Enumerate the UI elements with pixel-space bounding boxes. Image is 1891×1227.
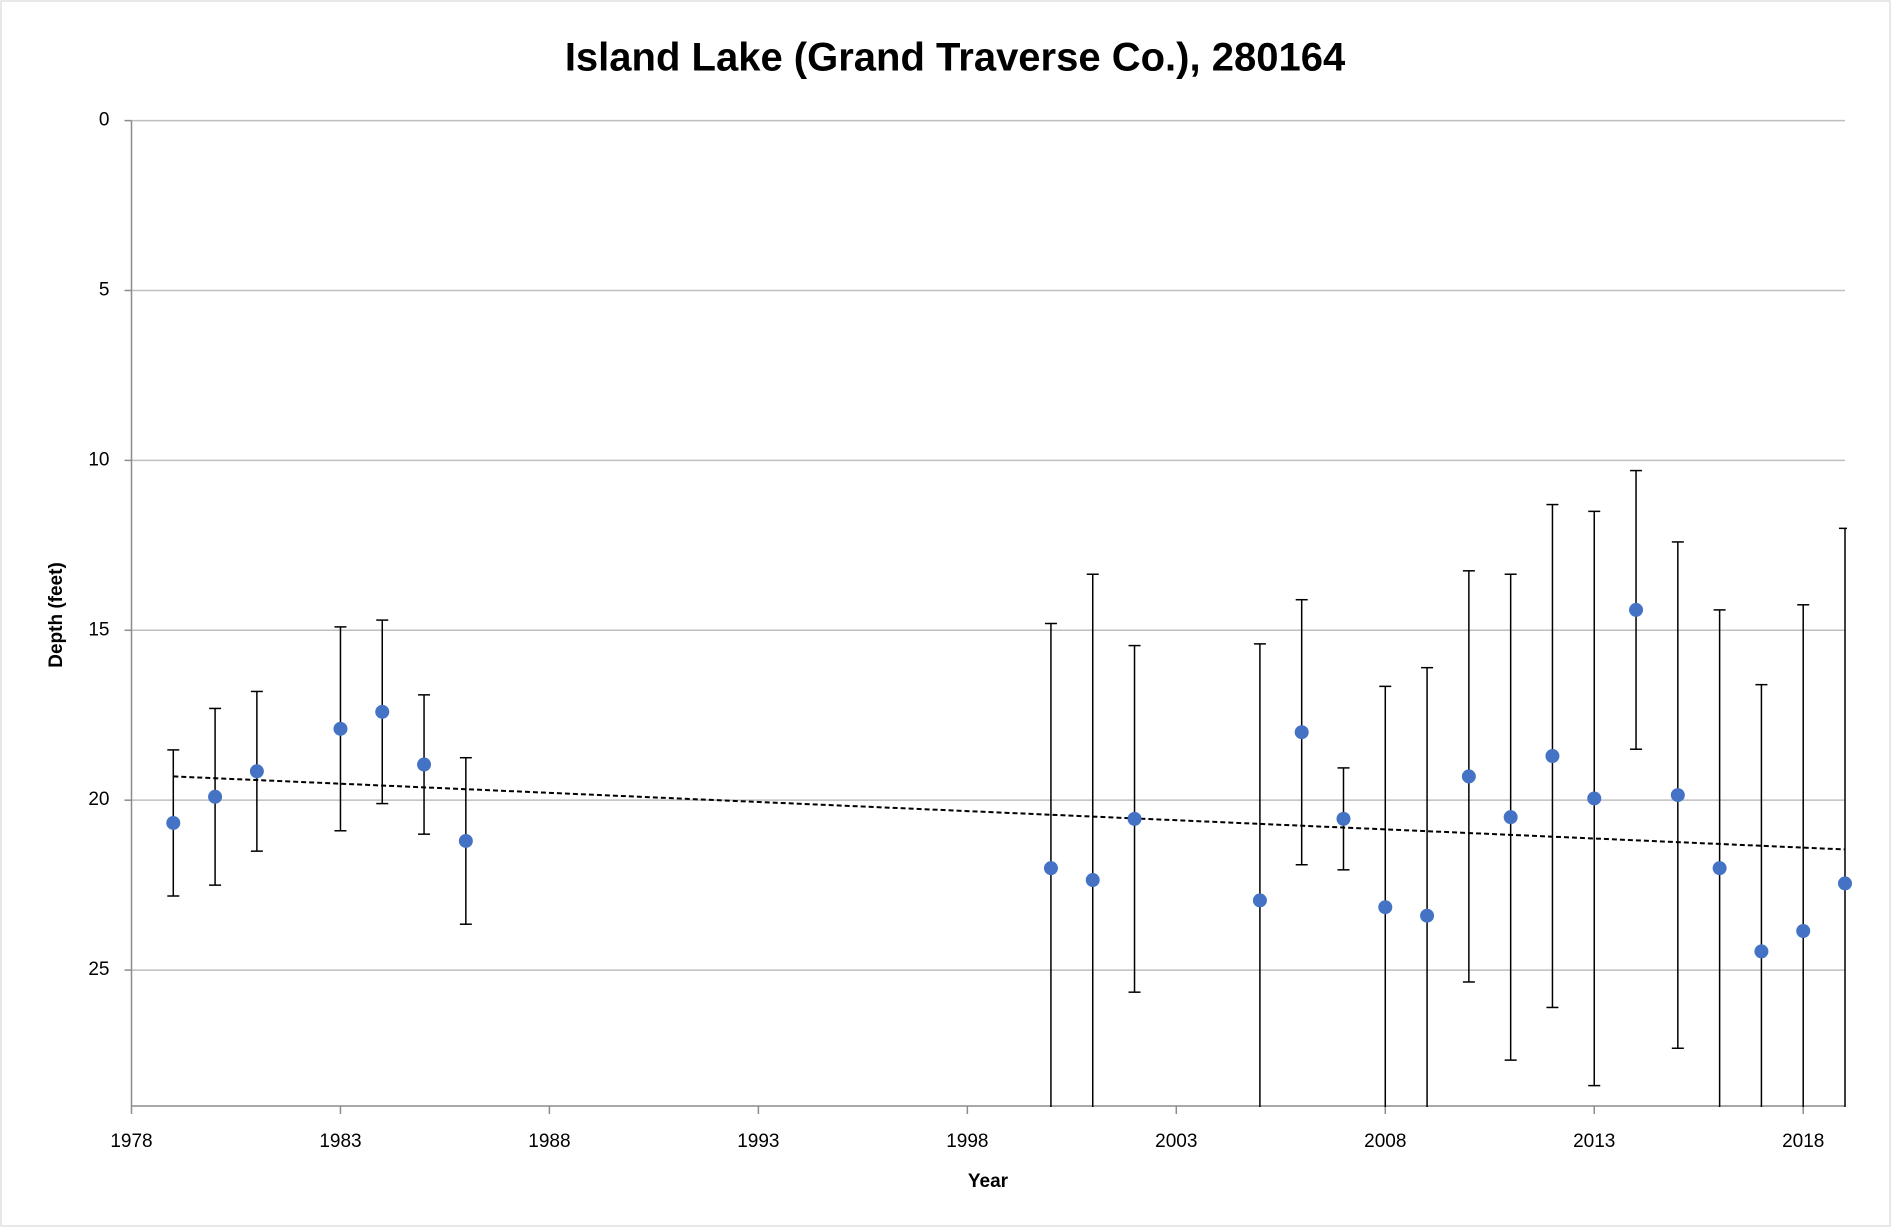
data-point <box>1336 811 1351 826</box>
y-tick-label: 0 <box>99 110 110 131</box>
data-point <box>1712 861 1727 876</box>
y-axis-label: Depth (feet) <box>46 562 67 668</box>
data-point <box>1503 810 1518 825</box>
y-tick-label: 5 <box>99 280 110 301</box>
data-point <box>458 833 473 848</box>
trendline <box>173 775 1846 851</box>
data-point <box>249 764 264 779</box>
data-point <box>1796 924 1811 939</box>
chart-title: Island Lake (Grand Traverse Co.), 280164 <box>565 36 1346 80</box>
x-tick-label: 2018 <box>1782 1131 1824 1152</box>
data-point <box>375 704 390 719</box>
data-point <box>1420 908 1435 923</box>
data-point <box>1252 893 1267 908</box>
y-tick-label: 15 <box>88 619 109 640</box>
data-point <box>1838 876 1852 891</box>
data-point <box>208 789 223 804</box>
x-tick-label: 2013 <box>1573 1131 1615 1152</box>
x-tick-label: 1988 <box>528 1131 570 1152</box>
data-point <box>1043 861 1058 876</box>
data-point <box>1378 900 1393 915</box>
x-tick-label: 2003 <box>1155 1131 1197 1152</box>
data-point <box>1085 873 1100 888</box>
data-point <box>1670 788 1685 803</box>
x-tick-label: 1983 <box>319 1131 361 1152</box>
x-tick-label: 1978 <box>110 1131 152 1152</box>
data-point <box>417 757 432 772</box>
data-point <box>1294 725 1309 740</box>
data-point <box>1629 602 1644 617</box>
y-tick-label: 10 <box>88 449 109 470</box>
data-point <box>1127 811 1142 826</box>
y-tick-label: 20 <box>88 789 109 810</box>
data-point <box>1461 769 1476 784</box>
data-point <box>1587 791 1602 806</box>
data-point <box>1545 749 1560 764</box>
x-axis-label: Year <box>968 1171 1009 1192</box>
data-point <box>1754 944 1769 959</box>
y-tick-label: 25 <box>88 959 109 980</box>
x-tick-label: 1993 <box>737 1131 779 1152</box>
data-point <box>333 721 348 736</box>
data-point <box>166 815 181 830</box>
x-tick-label: 2008 <box>1364 1131 1406 1152</box>
x-tick-label: 1998 <box>946 1131 988 1152</box>
